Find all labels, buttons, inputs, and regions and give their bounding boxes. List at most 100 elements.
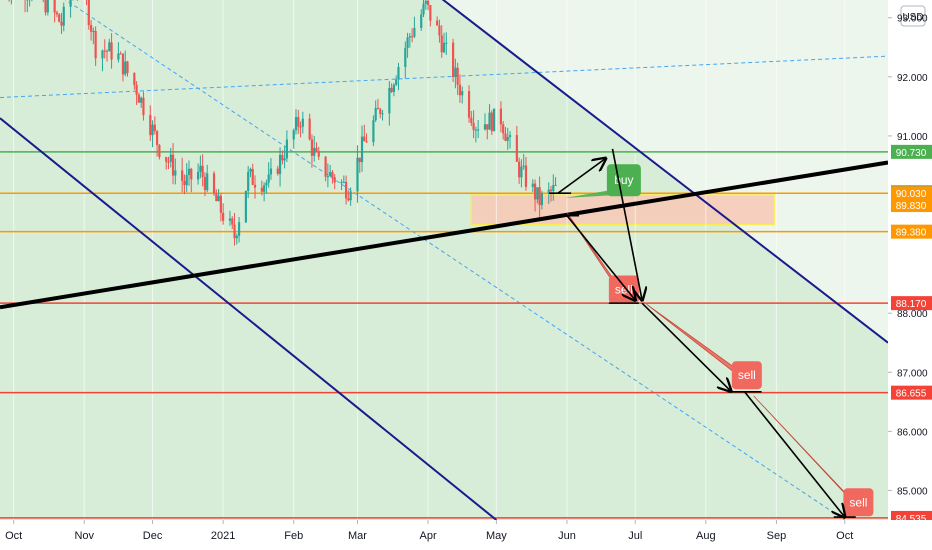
candle-body-74 — [235, 235, 238, 239]
candle-body-105 — [333, 177, 336, 183]
candle-body-112 — [358, 157, 361, 163]
candle-body-149 — [474, 129, 477, 131]
candle-body-45 — [142, 97, 145, 116]
candle-body-128 — [408, 36, 411, 38]
price-badge-label-3: 89.830 — [896, 201, 927, 212]
candle-body-111 — [356, 157, 359, 192]
arrow-0 — [557, 158, 606, 194]
candle-body-127 — [406, 37, 409, 49]
price-badge-6 — [891, 385, 932, 400]
candle-body-113 — [360, 136, 364, 163]
grid-layer — [13, 0, 846, 520]
price-badge-5 — [891, 296, 932, 311]
candle-body-109 — [347, 198, 350, 201]
arrow-4 — [743, 391, 845, 517]
candle-body-144 — [458, 84, 462, 96]
candle-body-83 — [265, 182, 268, 186]
candle-body-31 — [101, 50, 104, 59]
time-tick-label-7: May — [486, 530, 507, 542]
candle-body-154 — [490, 112, 493, 132]
candle-body-161 — [515, 135, 518, 162]
candle-body-20 — [62, 6, 65, 26]
candle-body-150 — [477, 129, 480, 131]
time-tick-label-2: Dec — [143, 530, 163, 542]
candle-body-123 — [392, 84, 396, 92]
candle-body-15 — [46, 0, 49, 13]
candle-body-42 — [135, 84, 138, 95]
candle-body-57 — [183, 180, 186, 186]
candle-body-170 — [540, 193, 544, 206]
candle-body-119 — [379, 109, 382, 115]
candle-body-37 — [119, 53, 122, 55]
candle-body-165 — [524, 165, 528, 187]
candle-body-56 — [181, 170, 184, 181]
candle-body-159 — [506, 137, 509, 141]
lines-layer — [0, 0, 889, 521]
candle-body-19 — [60, 21, 63, 26]
candle-body-106 — [340, 182, 343, 184]
candle-body-46 — [149, 115, 152, 136]
candle-body-135 — [429, 5, 432, 21]
candle-body-138 — [440, 35, 443, 53]
candle-body-47 — [151, 124, 154, 136]
arrow-1 — [611, 148, 642, 300]
time-tick-label-12: Oct — [836, 530, 853, 542]
candle-body-16 — [53, 0, 56, 13]
candle-body-95 — [301, 118, 304, 127]
candle-body-97 — [310, 139, 314, 156]
candle-body-118 — [376, 108, 380, 110]
candle-body-158 — [504, 133, 507, 141]
candle-body-156 — [499, 108, 503, 125]
candle-body-103 — [329, 171, 332, 177]
candle-body-137 — [438, 25, 441, 36]
candle-body-107 — [342, 181, 345, 183]
candle-body-76 — [244, 190, 248, 223]
currency-badge[interactable] — [900, 5, 926, 27]
price-badge-label-7: 84.535 — [896, 514, 927, 525]
candle-body-142 — [454, 67, 457, 77]
candle-body-120 — [381, 113, 384, 115]
candle-body-92 — [294, 117, 298, 131]
candle-body-21 — [69, 0, 72, 7]
candle-body-40 — [126, 61, 129, 74]
candle-body-160 — [508, 135, 512, 138]
time-tick-label-10: Aug — [696, 530, 716, 542]
price-tick-label-1: 92.000 — [897, 73, 928, 84]
candle-body-145 — [461, 91, 464, 96]
time-axis[interactable]: Oct Nov Dec 2021 Feb Mar Apr May Jun Jul Aug Sep Oct — [0, 520, 932, 550]
candle-body-30 — [94, 30, 97, 59]
price-tick-label-4: 87.000 — [897, 368, 928, 379]
candle-body-29 — [92, 30, 95, 32]
candle-body-136 — [436, 20, 439, 26]
candle-body-125 — [397, 66, 400, 80]
candle-body-139 — [442, 42, 446, 53]
candle-body-157 — [502, 124, 505, 134]
candle-body-43 — [137, 94, 140, 103]
candle-body-81 — [260, 187, 263, 192]
price-axis[interactable]: USD 93.000 92.000 91.000 88.000 87.000 86.000… — [888, 0, 932, 525]
price-tick-label-3: 88.000 — [897, 309, 928, 320]
candle-body-98 — [313, 147, 316, 156]
candle-body-114 — [363, 136, 366, 142]
candle-body-70 — [222, 212, 225, 221]
candle-body-32 — [103, 50, 106, 52]
zones-layer — [0, 0, 888, 520]
candle-body-84 — [267, 174, 270, 183]
candle-body-131 — [420, 14, 423, 28]
candle-body-115 — [365, 141, 368, 143]
candles-layer — [8, 0, 557, 246]
candle-body-17 — [55, 12, 59, 15]
time-tick-label-8: Jun — [558, 530, 576, 542]
candle-body-93 — [297, 117, 300, 127]
candle-body-102 — [326, 176, 329, 178]
sell-callout-box-1 — [731, 361, 762, 390]
candle-body-152 — [486, 124, 489, 130]
sell-label-2: sell — [849, 495, 867, 509]
dashed-line-0 — [64, 0, 846, 521]
candle-body-65 — [206, 173, 209, 191]
price-badge-0 — [891, 144, 932, 159]
candle-body-55 — [174, 170, 177, 176]
price-badge-label-0: 90.730 — [896, 148, 927, 159]
candle-body-134 — [426, 0, 430, 6]
